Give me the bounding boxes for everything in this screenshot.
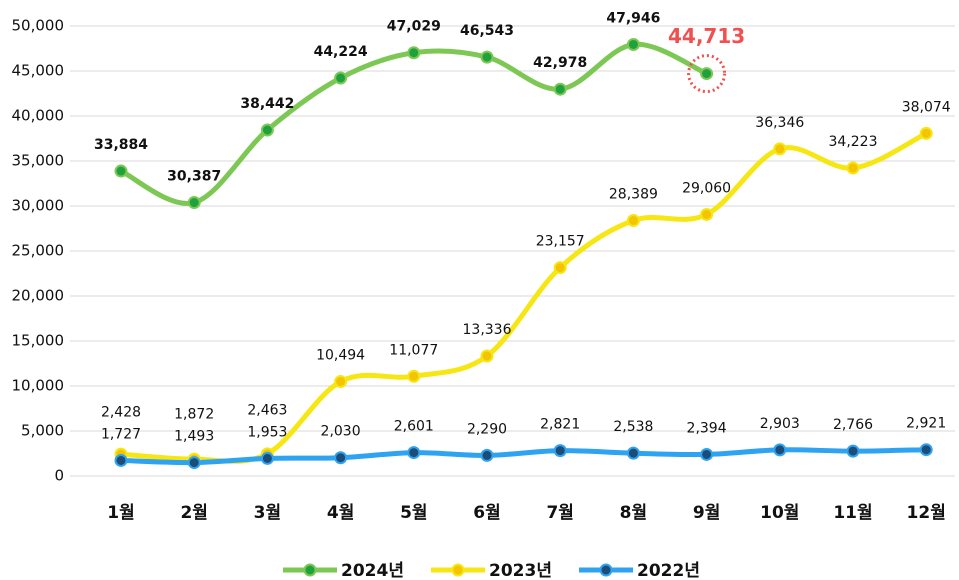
data-label: 2,921 [906,416,946,432]
x-tick-label: 8월 [620,503,647,523]
legend-marker [451,563,465,577]
highlight-ring [687,54,727,94]
x-tick-label: 3월 [254,503,281,523]
point [407,46,421,60]
y-tick-label: 25,000 [12,242,65,260]
y-tick-label: 40,000 [12,107,65,125]
data-label: 1,872 [174,407,214,423]
point [407,446,421,460]
point [773,142,787,156]
data-label: 2,394 [687,420,727,436]
data-label: 44,713 [668,24,745,48]
point [846,444,860,458]
data-label: 23,157 [536,234,585,250]
y-tick-label: 0 [54,467,64,485]
data-label: 2,463 [247,402,287,418]
point [700,67,714,81]
point [626,446,640,460]
point [334,451,348,465]
point [480,349,494,363]
point [553,82,567,96]
x-tick-label: 1월 [107,503,134,523]
y-tick-label: 45,000 [12,62,65,80]
point [187,196,201,210]
y-tick-label: 35,000 [12,152,65,170]
x-tick-label: 10월 [760,503,799,523]
point [334,375,348,389]
point [260,123,274,137]
data-label: 2,903 [760,416,800,432]
point [114,164,128,178]
data-label: 30,387 [167,169,221,185]
y-tick-label: 10,000 [12,377,65,395]
data-label: 29,060 [682,180,731,196]
data-label: 1,493 [174,429,214,445]
point [114,453,128,467]
data-label: 11,077 [389,342,438,358]
data-label: 36,346 [755,115,804,131]
data-label: 46,543 [460,23,514,39]
data-label: 28,389 [609,186,658,202]
data-label: 13,336 [463,322,512,338]
data-label: 2,766 [833,417,873,433]
x-tick-label: 4월 [327,503,354,523]
data-label: 42,978 [533,55,587,71]
data-label: 34,223 [829,134,878,150]
point [334,71,348,85]
y-tick-label: 30,000 [12,197,65,215]
data-label: 1,727 [101,426,141,442]
point [919,126,933,140]
data-label: 2,428 [101,404,141,420]
data-label: 2,030 [321,424,361,440]
data-label: 1,953 [247,424,287,440]
legend-marker [599,563,613,577]
data-label: 2,290 [467,421,507,437]
data-label: 2,601 [394,419,434,435]
data-label: 38,074 [902,99,951,115]
y-tick-label: 50,000 [12,17,65,35]
legend-marker [303,563,317,577]
data-label: 38,442 [240,96,294,112]
point [919,443,933,457]
point [700,207,714,221]
data-label: 2,538 [613,419,653,435]
legend-label: 2024년 [341,561,404,580]
point [553,444,567,458]
x-tick-label: 2월 [180,503,207,523]
y-tick-label: 5,000 [21,422,64,440]
legend-label: 2023년 [489,561,552,580]
point [553,261,567,275]
x-tick-label: 9월 [693,503,720,523]
data-label: 47,029 [387,19,441,35]
point [773,443,787,457]
series-line [118,130,929,464]
point [480,448,494,462]
data-label: 44,224 [314,44,368,60]
point [626,213,640,227]
point [187,456,201,470]
data-label: 10,494 [316,348,365,364]
point [626,37,640,51]
data-label: 2,821 [540,417,580,433]
point [260,451,274,465]
y-tick-label: 15,000 [12,332,65,350]
point [407,369,421,383]
point [700,447,714,461]
series-line [118,447,929,466]
legend-label: 2022년 [637,561,700,580]
data-label: 33,884 [94,137,148,153]
point [846,161,860,175]
y-tick-label: 20,000 [12,287,65,305]
data-label: 47,946 [606,10,660,26]
x-tick-label: 11월 [833,503,872,523]
x-tick-label: 7월 [546,503,573,523]
x-tick-label: 5월 [400,503,427,523]
point [480,50,494,64]
x-tick-label: 6월 [473,503,500,523]
x-tick-label: 12월 [907,503,946,523]
